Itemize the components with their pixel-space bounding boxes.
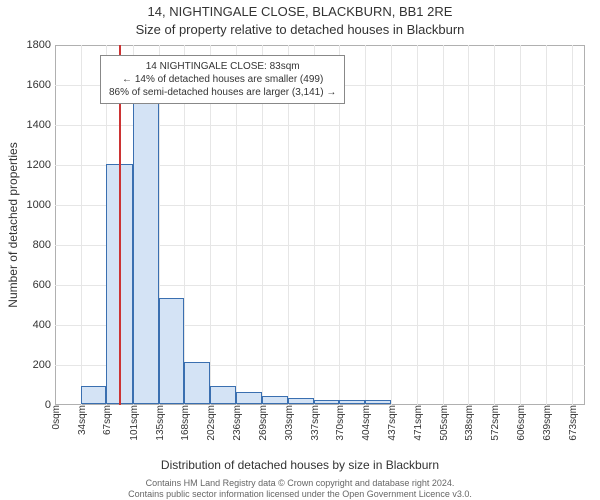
gridline-v	[546, 45, 547, 405]
xtick-label: 135sqm	[152, 405, 166, 441]
histogram-bar	[288, 398, 314, 404]
title-line1: 14, NIGHTINGALE CLOSE, BLACKBURN, BB1 2R…	[0, 4, 600, 19]
histogram-bar	[236, 392, 261, 404]
title-line2: Size of property relative to detached ho…	[0, 22, 600, 37]
x-axis-label: Distribution of detached houses by size …	[0, 458, 600, 472]
xtick-label: 303sqm	[281, 405, 295, 441]
xtick-label: 471sqm	[410, 405, 424, 441]
xtick-label: 269sqm	[255, 405, 269, 441]
xtick-label: 639sqm	[539, 405, 553, 441]
ytick-label: 1800	[27, 39, 55, 51]
xtick-label: 236sqm	[229, 405, 243, 441]
histogram-bar	[159, 298, 184, 404]
gridline-v	[443, 45, 444, 405]
y-axis-label: Number of detached properties	[6, 142, 20, 307]
footer-line2: Contains public sector information licen…	[0, 489, 600, 499]
gridline-v	[572, 45, 573, 405]
xtick-label: 505sqm	[436, 405, 450, 441]
histogram-bar	[365, 400, 390, 404]
xtick-label: 34sqm	[74, 405, 88, 435]
annotation-box: 14 NIGHTINGALE CLOSE: 83sqm← 14% of deta…	[100, 55, 345, 104]
plot-area: 0200400600800100012001400160018000sqm34s…	[55, 45, 585, 405]
footer-line1: Contains HM Land Registry data © Crown c…	[0, 478, 600, 488]
histogram-bar	[262, 396, 288, 404]
gridline-v	[81, 45, 82, 405]
gridline-v	[391, 45, 392, 405]
xtick-label: 404sqm	[358, 405, 372, 441]
xtick-label: 370sqm	[332, 405, 346, 441]
histogram-bar	[339, 400, 365, 404]
ytick-label: 1000	[27, 199, 55, 211]
histogram-bar	[81, 386, 106, 404]
gridline-v	[494, 45, 495, 405]
xtick-label: 606sqm	[513, 405, 527, 441]
y-axis-label-wrap: Number of detached properties	[6, 142, 20, 307]
ytick-label: 1600	[27, 79, 55, 91]
ytick-label: 1400	[27, 119, 55, 131]
chart-container: 14, NIGHTINGALE CLOSE, BLACKBURN, BB1 2R…	[0, 0, 600, 500]
gridline-v	[520, 45, 521, 405]
histogram-bar	[184, 362, 210, 404]
annotation-line1: 14 NIGHTINGALE CLOSE: 83sqm	[109, 60, 336, 73]
annotation-line3: 86% of semi-detached houses are larger (…	[109, 86, 336, 99]
histogram-bar	[314, 400, 339, 404]
xtick-label: 202sqm	[203, 405, 217, 441]
gridline-v	[417, 45, 418, 405]
histogram-bar	[210, 386, 236, 404]
ytick-label: 1200	[27, 159, 55, 171]
xtick-label: 0sqm	[48, 405, 62, 429]
annotation-line2: ← 14% of detached houses are smaller (49…	[109, 73, 336, 86]
xtick-label: 437sqm	[384, 405, 398, 441]
ytick-label: 400	[33, 319, 55, 331]
ytick-label: 800	[33, 239, 55, 251]
xtick-label: 572sqm	[487, 405, 501, 441]
xtick-label: 538sqm	[461, 405, 475, 441]
gridline-v	[365, 45, 366, 405]
xtick-label: 168sqm	[177, 405, 191, 441]
xtick-label: 673sqm	[565, 405, 579, 441]
ytick-label: 600	[33, 279, 55, 291]
gridline-v	[468, 45, 469, 405]
xtick-label: 101sqm	[126, 405, 140, 441]
xtick-label: 67sqm	[99, 405, 113, 435]
histogram-bar	[133, 100, 159, 404]
ytick-label: 200	[33, 359, 55, 371]
xtick-label: 337sqm	[307, 405, 321, 441]
